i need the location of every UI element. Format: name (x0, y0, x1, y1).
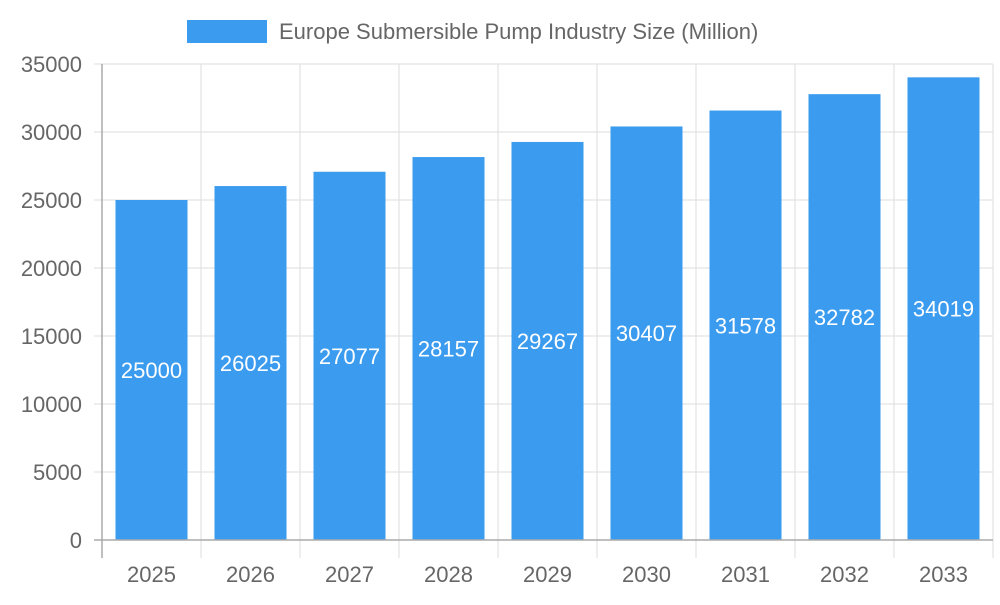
y-tick-label: 20000 (21, 256, 82, 281)
x-tick-label: 2026 (226, 562, 275, 587)
x-tick-label: 2025 (127, 562, 176, 587)
data-label: 32782 (814, 305, 875, 330)
data-label: 25000 (121, 358, 182, 383)
x-tick-label: 2033 (919, 562, 968, 587)
bar[interactable] (412, 157, 485, 540)
bar[interactable] (313, 171, 386, 540)
data-label: 34019 (913, 297, 974, 322)
bar[interactable] (709, 110, 782, 541)
y-tick-label: 10000 (21, 392, 82, 417)
axes: 0 5000 10000 15000 20000 25000 30000 35000 2025 2… (21, 52, 993, 587)
legend[interactable]: Europe Submersible Pump Industry Size (M… (187, 19, 758, 44)
y-tick-label: 25000 (21, 188, 82, 213)
x-tick-label: 2027 (325, 562, 374, 587)
data-label: 31578 (715, 313, 776, 338)
bar[interactable] (907, 77, 980, 540)
x-tick-label: 2028 (424, 562, 473, 587)
data-label: 27077 (319, 344, 380, 369)
x-tick-label: 2029 (523, 562, 572, 587)
legend-label: Europe Submersible Pump Industry Size (M… (279, 19, 758, 44)
bar[interactable] (808, 94, 881, 541)
y-tick-label: 35000 (21, 52, 82, 77)
x-tick-label: 2032 (820, 562, 869, 587)
data-label: 30407 (616, 321, 677, 346)
data-label: 26025 (220, 351, 281, 376)
bar[interactable] (115, 200, 188, 540)
legend-swatch (187, 20, 267, 43)
bars: 25000 26025 27077 28157 29267 30407 31578 32782… (115, 77, 980, 541)
bar[interactable] (610, 126, 683, 541)
data-label: 28157 (418, 337, 479, 362)
bar[interactable] (214, 186, 287, 540)
data-label: 29267 (517, 329, 578, 354)
y-tick-label: 0 (70, 528, 82, 553)
bar[interactable] (511, 141, 584, 540)
y-tick-label: 5000 (33, 460, 82, 485)
x-tick-label: 2030 (622, 562, 671, 587)
y-tick-label: 30000 (21, 120, 82, 145)
y-tick-label: 15000 (21, 324, 82, 349)
x-tick-label: 2031 (721, 562, 770, 587)
